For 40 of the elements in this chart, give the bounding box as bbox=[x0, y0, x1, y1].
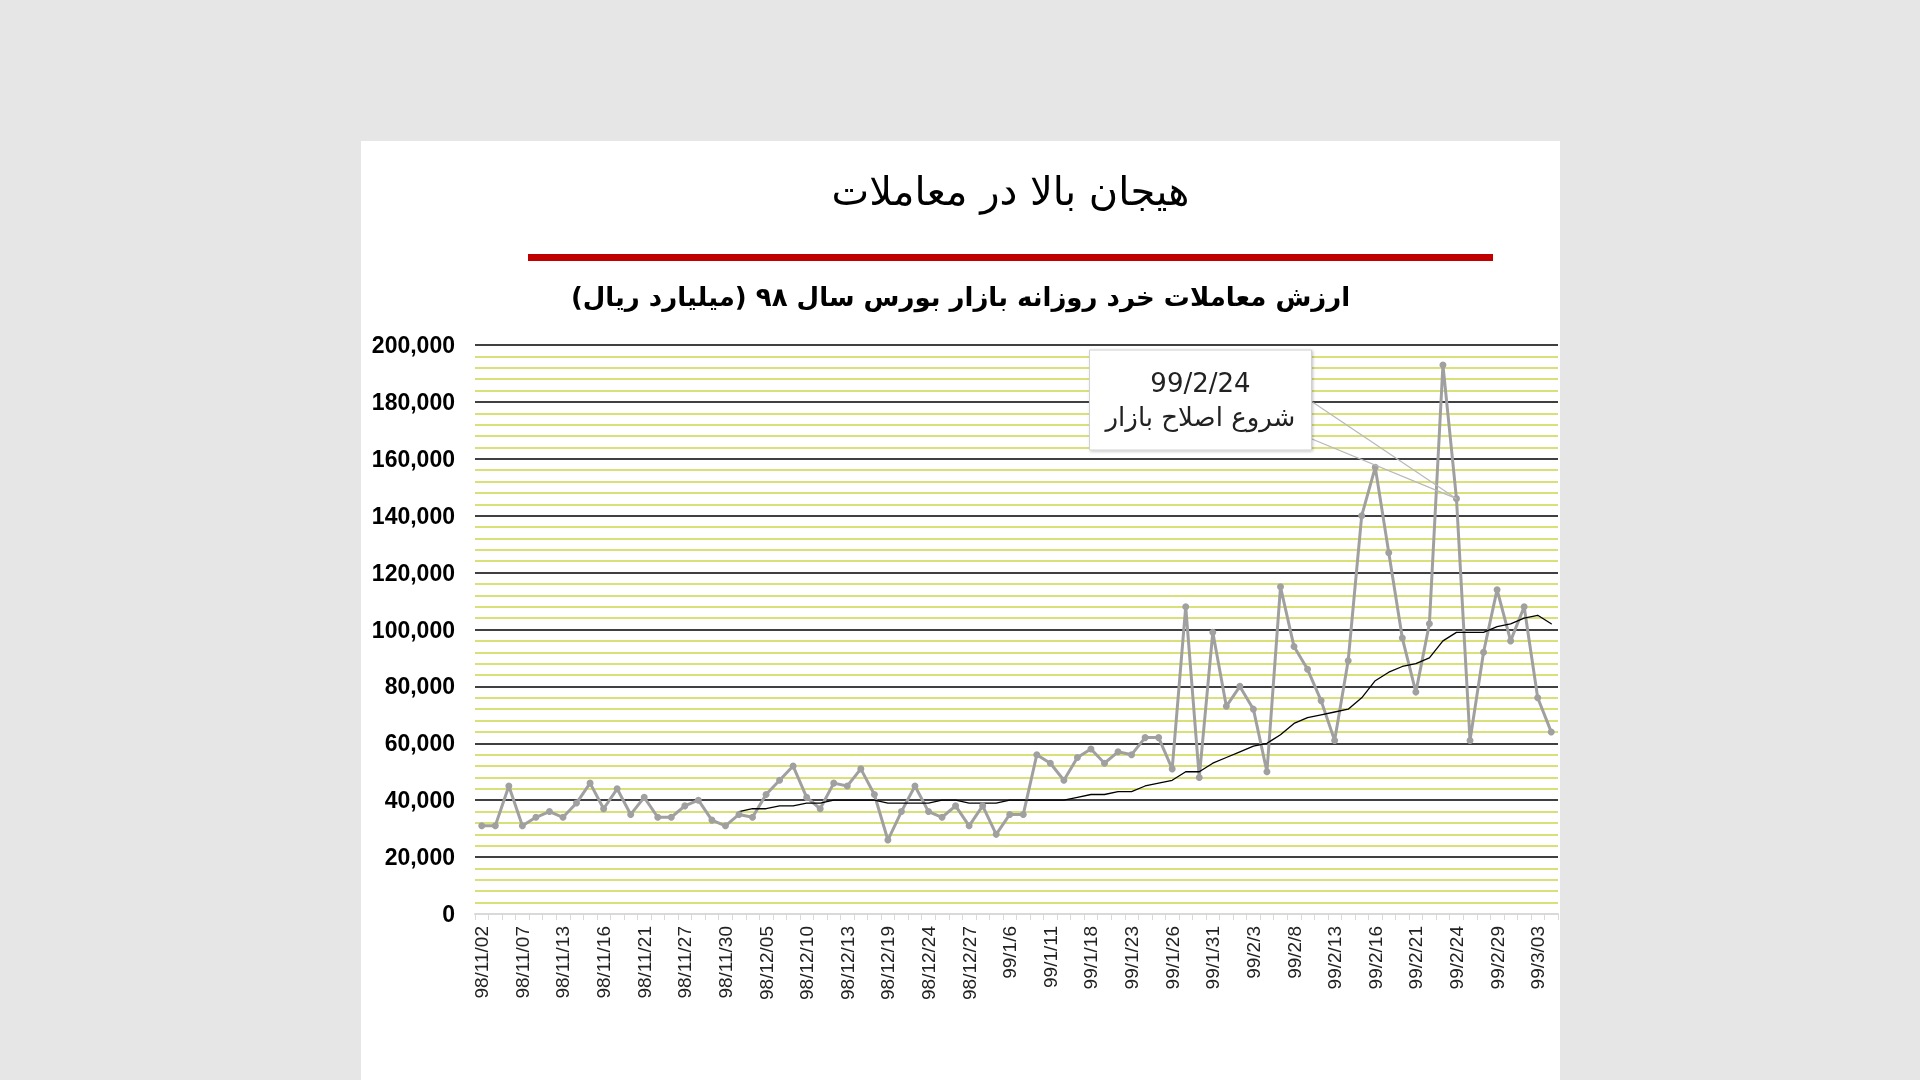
y-tick-label: 60,000 bbox=[384, 730, 455, 757]
y-tick-label: 80,000 bbox=[384, 673, 455, 700]
x-tick-label: 98/12/24 bbox=[918, 925, 940, 1000]
x-tick-label: 99/1/31 bbox=[1202, 926, 1224, 990]
x-tick-label: 99/2/13 bbox=[1324, 926, 1346, 990]
x-tick-label: 99/1/6 bbox=[999, 926, 1021, 979]
x-tick-label: 98/11/02 bbox=[471, 926, 493, 999]
x-tick-label: 98/12/05 bbox=[755, 926, 777, 1000]
x-tick-label: 99/3/03 bbox=[1527, 926, 1549, 990]
x-tick-label: 99/2/8 bbox=[1283, 926, 1305, 979]
x-tick-label: 99/2/21 bbox=[1405, 926, 1427, 990]
x-tick-label: 98/12/10 bbox=[796, 926, 818, 1000]
x-tick-label: 98/11/13 bbox=[552, 926, 574, 999]
y-tick-label: 120,000 bbox=[371, 559, 455, 586]
y-tick-label: 20,000 bbox=[384, 844, 455, 871]
x-tick-label: 99/1/18 bbox=[1080, 926, 1102, 990]
x-tick-label: 98/12/27 bbox=[958, 926, 980, 1000]
chart-title: هیجان بالا در معاملات bbox=[830, 167, 1191, 217]
x-tick-label: 98/11/30 bbox=[714, 926, 736, 999]
y-tick-label: 160,000 bbox=[371, 445, 455, 472]
x-tick-label: 99/2/24 bbox=[1445, 925, 1467, 990]
y-tick-label: 0 bbox=[442, 901, 455, 927]
x-tick-label: 98/11/07 bbox=[511, 926, 533, 999]
x-tick-label: 99/1/11 bbox=[1039, 926, 1061, 988]
x-tick-label: 98/12/19 bbox=[877, 926, 899, 1000]
x-tick-label: 98/12/13 bbox=[836, 926, 858, 1000]
x-tick-label: 98/11/16 bbox=[593, 926, 615, 999]
y-tick-label: 100,000 bbox=[371, 616, 455, 643]
y-tick-label: 180,000 bbox=[371, 388, 455, 415]
y-tick-label: 40,000 bbox=[384, 787, 455, 814]
y-tick-label: 140,000 bbox=[371, 502, 455, 529]
x-tick-label: 98/11/27 bbox=[674, 926, 696, 999]
x-tick-label: 99/2/29 bbox=[1486, 926, 1508, 990]
x-tick-label: 99/2/3 bbox=[1242, 926, 1264, 979]
x-tick-label: 99/1/23 bbox=[1121, 926, 1143, 990]
x-tick-label: 98/11/21 bbox=[633, 926, 655, 999]
chart-subtitle: ارزش معاملات خرد روزانه بازار بورس سال ۹۸ (میلیارد ریال) bbox=[569, 281, 1352, 315]
x-tick-label: 99/1/26 bbox=[1161, 926, 1183, 990]
y-tick-label: 200,000 bbox=[371, 332, 455, 358]
x-tick-label: 99/2/16 bbox=[1364, 926, 1386, 990]
